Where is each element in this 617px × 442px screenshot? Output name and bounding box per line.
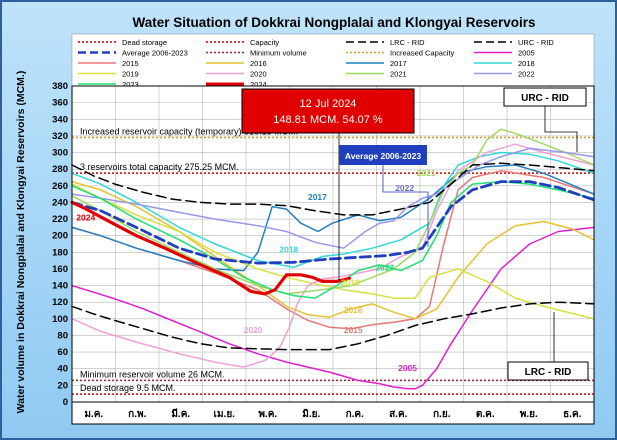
legend-label: Dead storage (122, 38, 167, 47)
series-annotation: 2018 (279, 244, 298, 254)
series-annotation: 2016 (344, 305, 363, 315)
y-tick-label: 180 (52, 247, 68, 258)
legend-label: Minimum volume (250, 49, 307, 58)
series-annotation: 2020 (244, 325, 263, 335)
series-line (71, 183, 595, 320)
legend-label: Average 2006-2023 (122, 49, 188, 58)
series-line (71, 301, 595, 351)
lrc-callout-label: LRC - RID (525, 367, 572, 378)
legend: Dead storage Capacity LRC - RID URC - RID Av… (78, 38, 554, 89)
legend-label: 2023 (122, 80, 139, 89)
reference-label: 3 reservoirs total capacity 275.25 MCM. (80, 162, 239, 172)
legend-label: 2021 (390, 70, 407, 79)
x-tick-label: ส.ค. (389, 409, 408, 420)
legend-label: 2024 (250, 80, 267, 89)
series-line (71, 143, 595, 368)
current-date: 12 Jul 2024 (300, 98, 357, 110)
legend-label: 2017 (390, 59, 407, 68)
y-tick-label: 240 (52, 197, 68, 208)
x-tick-label: ก.ย. (433, 409, 451, 420)
x-axis-band (71, 401, 595, 425)
series-annotation: 2024 (76, 213, 95, 223)
series-line (71, 128, 595, 295)
x-tick-label: มิ.ย. (302, 408, 320, 420)
series-annotations: 2024 2017 2018 2019 2016 2015 2020 2005 2023 2022… (76, 168, 436, 373)
y-tick-label: 20 (57, 380, 68, 391)
x-tick-label: ต.ค. (476, 409, 495, 420)
x-tick-label: พ.ค. (258, 409, 277, 420)
urc-callout-pointer (544, 106, 578, 152)
reference-label: Minimum reservoir volume 26 MCM. (80, 369, 225, 379)
y-tick-label: 280 (52, 164, 68, 175)
y-tick-label: 160 (52, 264, 68, 275)
y-tick-label: 360 (52, 98, 68, 109)
y-tick-label: 260 (52, 181, 68, 192)
series-annotation: 2019 (341, 278, 360, 288)
series-line (71, 151, 595, 269)
series-line (70, 180, 596, 265)
series-line (71, 147, 595, 249)
reference-lines: Increased reservoir capacity (temporary)… (72, 126, 594, 395)
y-axis-label: Water volume in Dokkrai Nongplalai and K… (15, 71, 27, 414)
x-tick-label: ก.พ. (128, 409, 146, 420)
legend-label: URC - RID (518, 38, 554, 47)
series-line (71, 226, 595, 390)
y-tick-label: 0 (63, 397, 68, 408)
series-line (71, 162, 595, 216)
x-tick-label: ก.ค. (346, 409, 365, 420)
legend-label: 2019 (122, 70, 139, 79)
y-tick-label: 100 (52, 314, 68, 325)
y-tick-label: 300 (52, 148, 68, 159)
y-tick-label: 380 (52, 81, 68, 92)
series-line (71, 164, 595, 272)
reference-label: Dead storage 9.5 MCM. (80, 383, 176, 393)
legend-label: 2018 (518, 59, 535, 68)
y-tick-label: 320 (52, 131, 68, 142)
series-annotation: 2022 (395, 183, 414, 193)
series-line (70, 200, 351, 296)
y-tick-label: 80 (57, 330, 68, 341)
series-annotation: 2021 (417, 168, 436, 178)
legend-label: 2016 (250, 59, 267, 68)
y-tick-label: 140 (52, 281, 68, 292)
series-annotation: 2017 (308, 192, 327, 202)
series-line (71, 180, 595, 299)
legend-label: 2022 (518, 70, 535, 79)
average-callout-box (339, 145, 427, 165)
y-tick-label: 220 (52, 214, 68, 225)
reference-label: Increased reservoir capacity (temporary)… (80, 126, 298, 136)
urc-callout-label: URC - RID (521, 93, 569, 104)
current-callout-box (241, 88, 415, 134)
legend-label: Capacity (250, 38, 279, 47)
legend-label: Increased Capacity (390, 49, 454, 58)
series-annotation: 2023 (375, 263, 394, 273)
x-tick-label: ม.ค. (84, 409, 103, 420)
y-tick-label: 60 (57, 347, 68, 358)
legend-label: 2005 (518, 49, 535, 58)
lrc-callout-box (507, 361, 589, 381)
legend-label: LRC - RID (390, 38, 425, 47)
y-tick-label: 200 (52, 231, 68, 242)
axes: 0 20 40 60 80 100 120 140 160 180 200 220 240 260 280 3… (52, 81, 595, 425)
y-tick-label: 340 (52, 114, 68, 125)
current-value: 148.81 MCM. 54.07 % (273, 114, 383, 126)
legend-label: 2015 (122, 59, 139, 68)
x-tick-label: พ.ย. (520, 409, 538, 420)
average-callout-label: Average 2006-2023 (345, 151, 422, 161)
chart-title: Water Situation of Dokkrai Nongplalai an… (132, 15, 535, 30)
x-tick-label: เม.ย. (214, 409, 236, 420)
y-tick-label: 120 (52, 297, 68, 308)
series-lines (70, 128, 596, 390)
x-tick-label: ธ.ค. (563, 409, 582, 420)
y-tick-label: 40 (57, 364, 68, 375)
series-annotation: 2005 (398, 363, 417, 373)
series-annotation: 2015 (344, 325, 363, 335)
legend-label: 2020 (250, 70, 267, 79)
x-tick-label: มี.ค. (171, 408, 190, 420)
average-callout-pointer (382, 165, 429, 247)
